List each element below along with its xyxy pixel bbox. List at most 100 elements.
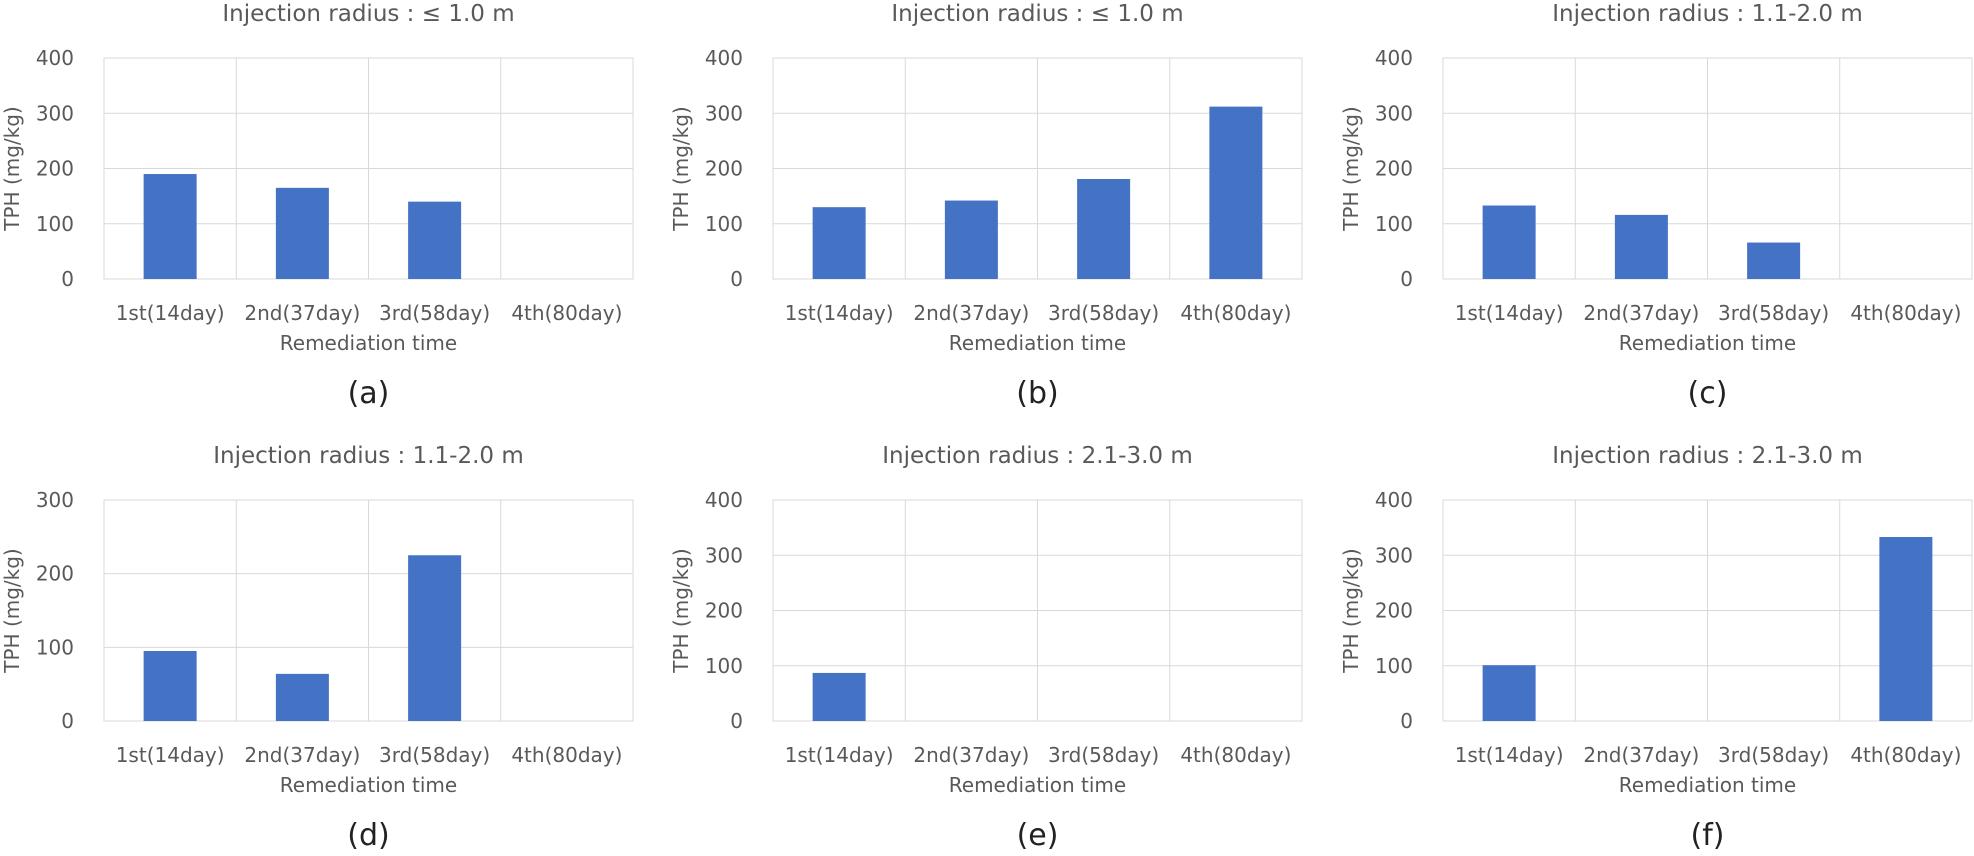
x-tick-label: 3rd(58day) <box>379 301 490 325</box>
x-tick-label: 1st(14day) <box>1455 301 1564 325</box>
x-tick-label: 1st(14day) <box>785 301 894 325</box>
x-tick-label: 2nd(37day) <box>913 301 1029 325</box>
panel-label: (b) <box>1016 376 1058 411</box>
x-tick-label: 3rd(58day) <box>1718 301 1829 325</box>
y-tick-label: 300 <box>36 101 74 125</box>
y-tick-label: 200 <box>705 599 743 623</box>
y-tick-label: 200 <box>1375 599 1413 623</box>
panel-label: (d) <box>347 818 389 853</box>
y-tick-label: 300 <box>705 543 743 567</box>
x-tick-label: 4th(80day) <box>1180 301 1291 325</box>
x-tick-label: 4th(80day) <box>1180 743 1291 767</box>
y-tick-label: 100 <box>1375 212 1413 236</box>
x-tick-label: 2nd(37day) <box>244 301 360 325</box>
x-tick-label: 1st(14day) <box>1455 743 1564 767</box>
x-tick-label: 1st(14day) <box>116 743 225 767</box>
chart-panel-a: Injection radius : ≤ 1.0 m 0 100 200 300 400 1… <box>0 1 634 411</box>
x-axis-label: Remediation time <box>280 331 457 355</box>
y-tick-label: 200 <box>36 562 74 586</box>
y-tick-label: 0 <box>1400 267 1413 291</box>
x-tick-label: 4th(80day) <box>1850 743 1961 767</box>
x-axis-label: Remediation time <box>1619 331 1796 355</box>
chart-panel-b: Injection radius : ≤ 1.0 m 0 100 200 300 400 1… <box>669 1 1303 411</box>
y-axis-label: TPH (mg/kg) <box>669 548 693 673</box>
y-axis-label: TPH (mg/kg) <box>0 548 24 673</box>
x-tick-label: 2nd(37day) <box>244 743 360 767</box>
y-axis-label: TPH (mg/kg) <box>669 106 693 231</box>
bar-2nd37day <box>944 200 998 279</box>
y-tick-label: 0 <box>61 709 74 733</box>
bar-3rd58day <box>1077 178 1131 279</box>
x-tick-label: 4th(80day) <box>511 301 622 325</box>
y-tick-label: 200 <box>1375 157 1413 181</box>
x-tick-label: 3rd(58day) <box>1048 743 1159 767</box>
y-tick-label: 300 <box>1375 543 1413 567</box>
x-tick-label: 2nd(37day) <box>1583 743 1699 767</box>
y-tick-label: 100 <box>36 212 74 236</box>
bar-1st14day <box>143 174 197 279</box>
y-tick-label: 300 <box>36 488 74 512</box>
bar-1st14day <box>812 207 866 279</box>
chart-title: Injection radius : 1.1-2.0 m <box>1552 1 1863 27</box>
y-tick-label: 400 <box>36 46 74 70</box>
bar-3rd58day <box>408 201 462 279</box>
bar-1st14day <box>143 651 197 721</box>
bar-3rd58day <box>408 555 462 721</box>
x-tick-label: 1st(14day) <box>116 301 225 325</box>
y-tick-label: 300 <box>1375 101 1413 125</box>
panel-label: (f) <box>1691 818 1725 853</box>
y-tick-label: 0 <box>730 267 743 291</box>
chart-title: Injection radius : ≤ 1.0 m <box>222 1 514 27</box>
chart-panel-f: Injection radius : 2.1-3.0 m 0 100 200 300 40… <box>1339 443 1973 853</box>
bar-4th80day <box>1209 106 1263 280</box>
x-axis-label: Remediation time <box>949 331 1126 355</box>
y-tick-label: 0 <box>61 267 74 291</box>
x-tick-label: 2nd(37day) <box>1583 301 1699 325</box>
chart-title: Injection radius : 2.1-3.0 m <box>882 443 1193 469</box>
x-tick-label: 3rd(58day) <box>379 743 490 767</box>
y-axis-label: TPH (mg/kg) <box>0 106 24 231</box>
chart-title: Injection radius : ≤ 1.0 m <box>891 1 1183 27</box>
chart-title: Injection radius : 2.1-3.0 m <box>1552 443 1863 469</box>
bar-3rd58day <box>1747 242 1801 279</box>
y-tick-label: 200 <box>36 157 74 181</box>
x-axis-label: Remediation time <box>280 773 457 797</box>
bar-2nd37day <box>275 187 329 279</box>
x-tick-label: 3rd(58day) <box>1718 743 1829 767</box>
y-tick-label: 100 <box>705 654 743 678</box>
x-tick-label: 2nd(37day) <box>913 743 1029 767</box>
y-tick-label: 100 <box>705 212 743 236</box>
x-tick-label: 4th(80day) <box>1850 301 1961 325</box>
y-axis-label: TPH (mg/kg) <box>1339 548 1363 673</box>
chart-panel-e: Injection radius : 2.1-3.0 m 0 100 200 300 40… <box>669 443 1303 853</box>
x-axis-label: Remediation time <box>949 773 1126 797</box>
bar-1st14day <box>1482 205 1536 279</box>
panel-label: (a) <box>348 376 390 411</box>
y-tick-label: 400 <box>1375 46 1413 70</box>
bar-2nd37day <box>1614 214 1668 279</box>
x-tick-label: 4th(80day) <box>511 743 622 767</box>
y-tick-label: 100 <box>36 635 74 659</box>
panel-label: (c) <box>1688 376 1728 411</box>
y-tick-label: 0 <box>1400 709 1413 733</box>
y-tick-label: 200 <box>705 157 743 181</box>
y-tick-label: 400 <box>1375 488 1413 512</box>
y-axis-label: TPH (mg/kg) <box>1339 106 1363 231</box>
chart-panel-c: Injection radius : 1.1-2.0 m 0 100 200 300 40… <box>1339 1 1973 411</box>
y-tick-label: 0 <box>730 709 743 733</box>
x-tick-label: 3rd(58day) <box>1048 301 1159 325</box>
bar-2nd37day <box>275 673 329 721</box>
x-axis-label: Remediation time <box>1619 773 1796 797</box>
panel-label: (e) <box>1017 818 1059 853</box>
x-tick-label: 1st(14day) <box>785 743 894 767</box>
y-tick-label: 400 <box>705 46 743 70</box>
bar-1st14day <box>1482 665 1536 721</box>
y-tick-label: 300 <box>705 101 743 125</box>
chart-title: Injection radius : 1.1-2.0 m <box>213 443 524 469</box>
chart-panel-d: Injection radius : 1.1-2.0 m 0 100 200 300 1s… <box>0 443 634 853</box>
y-tick-label: 400 <box>705 488 743 512</box>
y-tick-label: 100 <box>1375 654 1413 678</box>
bar-4th80day <box>1879 537 1933 721</box>
bar-1st14day <box>812 672 866 721</box>
